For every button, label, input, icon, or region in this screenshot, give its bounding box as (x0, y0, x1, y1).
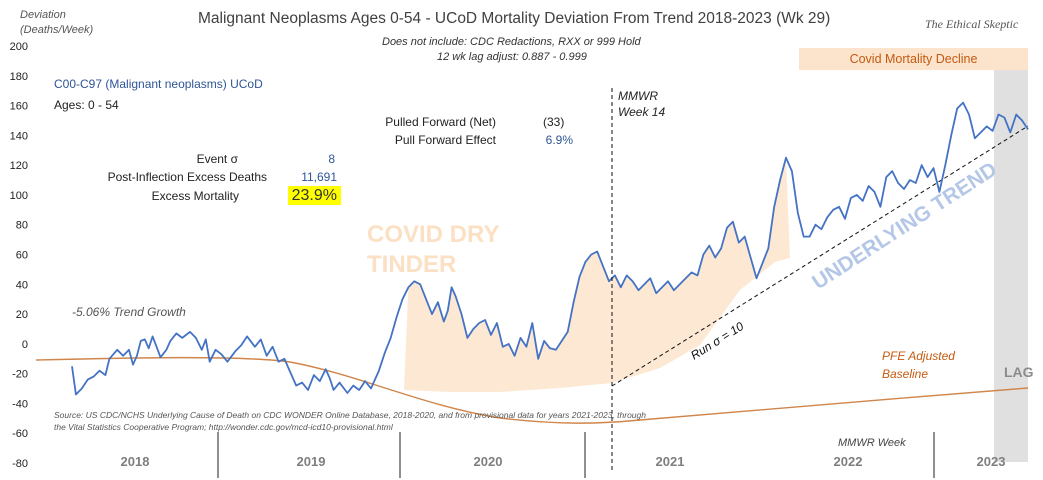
y-tick-label: 200 (10, 41, 28, 53)
chart-subtitle-2: 12 wk lag adjust: 0.887 - 0.999 (437, 51, 587, 63)
y-tick-label: -80 (12, 458, 28, 470)
baseline-lines (35, 356, 1029, 424)
chart-background (994, 70, 1028, 462)
y-tick-label: 80 (16, 220, 28, 232)
x-year-label: 2018 (121, 454, 150, 469)
dry-tinder-fill (404, 157, 790, 392)
trend-lines (611, 125, 1029, 387)
trend-growth-label: -5.06% Trend Growth (72, 305, 186, 319)
y-tick-label: 60 (16, 250, 28, 262)
y-tick-label: 100 (10, 190, 28, 202)
y-tick-label: 140 (10, 130, 28, 142)
series-label: C00-C97 (Malignant neoplasms) UCoD (54, 77, 263, 91)
x-year-label: 2019 (297, 454, 326, 469)
covid-dry-tinder-label: COVID DRY TINDER (367, 221, 500, 278)
mmwr-week14-label: MMWR Week 14 (618, 89, 666, 119)
pull-value-effect: 6.9% (545, 133, 573, 147)
x-year-label: 2022 (834, 454, 863, 469)
brand-logo-text: The Ethical Skeptic (925, 17, 1019, 31)
pull-value-net: (33) (543, 115, 565, 129)
dry-tinder-area (404, 157, 790, 392)
y-tick-label: 20 (16, 309, 28, 321)
y-tick-label: -20 (12, 369, 28, 381)
y-tick-label: 180 (10, 71, 28, 83)
x-year-label: 2020 (474, 454, 503, 469)
chart-title: Malignant Neoplasms Ages 0-54 - UCoD Mor… (198, 10, 831, 27)
excess-mortality-highlight: 23.9% (287, 186, 341, 205)
pfe-baseline-label: PFE Adjusted Baseline (882, 349, 955, 381)
y-tick-label: 160 (10, 101, 28, 113)
stat-label-event-sigma: Event σ (196, 152, 238, 166)
ages-label: Ages: 0 - 54 (54, 98, 119, 112)
stat-value-excess-deaths: 11,691 (301, 170, 337, 184)
underlying-trend-label: UNDERLYING TREND (808, 158, 1001, 294)
stat-label-excess-deaths: Post-Inflection Excess Deaths (107, 170, 267, 184)
source-note: Source: US CDC/NCHS Underlying Cause of … (54, 410, 646, 432)
stat-label-excess-mortality: Excess Mortality (151, 189, 239, 203)
stat-value-event-sigma: 8 (328, 152, 335, 166)
lag-band (994, 70, 1028, 462)
x-year-label: 2021 (656, 454, 685, 469)
pull-label-effect: Pull Forward Effect (394, 133, 496, 147)
x-axis-label: MMWR Week (838, 437, 906, 449)
x-year-label: 2023 (977, 454, 1006, 469)
y-tick-label: 0 (22, 339, 28, 351)
covid-decline-banner: Covid Mortality Decline (799, 48, 1028, 70)
y-tick-label: -60 (12, 428, 28, 440)
lag-label: LAG (1004, 364, 1034, 380)
y-tick-label: 120 (10, 160, 28, 172)
y-tick-label: -40 (12, 398, 28, 410)
y-tick-label: 40 (16, 279, 28, 291)
pfe-baseline-line (35, 356, 1029, 424)
chart-subtitle-1: Does not include: CDC Redactions, RXX or… (382, 36, 641, 48)
underlying-trend-line (611, 125, 1029, 387)
y-axis-label: Deviation (Deaths/Week) (20, 9, 94, 36)
stat-value-excess-mortality: 23.9% (287, 186, 341, 205)
series-line (71, 101, 1029, 396)
pull-label-net: Pulled Forward (Net) (385, 115, 496, 129)
deviation-series-line (71, 101, 1029, 396)
